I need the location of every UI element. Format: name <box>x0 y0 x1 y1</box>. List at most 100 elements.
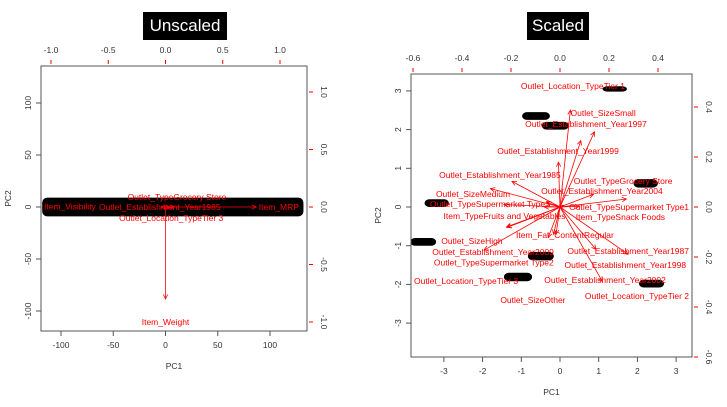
y-tick-label: 3 <box>393 88 403 93</box>
loading-arrow <box>559 198 627 208</box>
arrow-head <box>160 204 166 210</box>
arrow-head <box>597 276 603 283</box>
loading-label: Outlet_SizeOther <box>500 295 565 305</box>
right-tick-label: -0.2 <box>704 250 714 265</box>
arrow-head <box>588 193 595 199</box>
arrow-head <box>567 109 573 116</box>
x-tick-label: 3 <box>674 366 679 376</box>
loading-arrow <box>555 206 561 235</box>
loading-arrow <box>483 206 561 251</box>
loading-label: Outlet_Establishment_Year1999 <box>497 146 619 156</box>
top-tick-label: 0.0 <box>554 53 566 63</box>
right-tick-label: -0.5 <box>319 257 329 272</box>
x-tick-label: -100 <box>52 340 69 350</box>
loading-label: Outlet_TypeGrocery Store <box>128 192 227 202</box>
loading-label: Outlet_SizeSmall <box>571 108 636 118</box>
top-tick-label: 0.5 <box>217 45 229 55</box>
x-tick-label: 50 <box>213 340 223 350</box>
loading-label: Item_MRP <box>259 202 299 212</box>
right-tick-label: 1.0 <box>319 86 329 98</box>
loading-arrow <box>559 206 629 255</box>
x-tick-label: 0 <box>163 340 168 350</box>
loading-labels: Item_MRP Item_Weight Outlet_Establishment_… <box>44 192 299 327</box>
point-cluster <box>638 279 665 288</box>
arrow-head <box>543 204 549 210</box>
x-tick-label: -2 <box>479 366 487 376</box>
y-tick-label: 50 <box>23 150 33 160</box>
right-tick-label: -1.0 <box>319 315 329 330</box>
loading-label: Outlet_Establishment_Year2004 <box>541 186 663 196</box>
y-tick-label: -1 <box>393 242 403 250</box>
right-tick-label: 0.0 <box>319 201 329 213</box>
loading-arrow <box>511 181 561 208</box>
point-cluster <box>411 237 437 246</box>
loading-label: Item_TypeSnack Foods <box>576 212 665 222</box>
point-cluster <box>541 121 569 130</box>
loading-arrow <box>559 206 603 282</box>
y-axis-label: PC2 <box>3 190 13 207</box>
points <box>411 86 665 288</box>
arrow-head <box>621 197 628 203</box>
loading-label: Item_Weight <box>142 317 190 327</box>
y-tick-label: -3 <box>393 319 403 327</box>
top-tick-label: -0.5 <box>101 45 116 55</box>
x-tick-label: -1 <box>518 366 526 376</box>
loading-arrow <box>546 201 561 208</box>
right-tick-label: -0.4 <box>704 300 714 315</box>
loading-label: Outlet_Establishment_Year1985 <box>439 170 561 180</box>
arrow-head <box>251 204 258 210</box>
arrow-head <box>489 187 496 193</box>
unscaled-title: Unscaled <box>143 12 227 40</box>
arrow-head <box>577 139 582 146</box>
point-cluster <box>602 86 627 92</box>
loading-labels: Outlet_Location_TypeTier 1 Outlet_SizeSma… <box>414 81 689 305</box>
y-tick-label: -100 <box>23 302 33 319</box>
y-axis-label: PC2 <box>373 207 383 224</box>
loading-label: Outlet_Establishment_Year1985 <box>99 202 221 212</box>
loading-arrow <box>559 206 597 250</box>
y-tick-label: 2 <box>393 127 403 132</box>
loading-arrow <box>559 193 594 208</box>
loading-label: Outlet_TypeSupermarket Type3 <box>430 199 550 209</box>
top-tick-label: -0.4 <box>455 53 470 63</box>
arrow-head <box>169 204 176 210</box>
y-tick-label: 100 <box>23 96 33 110</box>
loading-label: Outlet_Location_TypeTier 1 <box>521 81 625 91</box>
top-tick-label: -0.6 <box>406 53 421 63</box>
loading-label: Item_TypeFruits and Vegetables <box>444 211 566 221</box>
loading-label: Outlet_Location_TypeTier 3 <box>414 276 518 286</box>
loading-label: Outlet_TypeSupermarket Type2 <box>434 258 554 268</box>
loading-arrow <box>547 206 561 238</box>
arrow-head <box>162 294 169 300</box>
loading-arrow <box>559 110 571 208</box>
biplot-panel-unscaled: Item_MRP Item_Weight Outlet_Establishment_… <box>3 45 329 371</box>
plot-frame <box>410 73 693 358</box>
loading-label: Item_Fat_ContentRegular <box>516 230 614 240</box>
point-cluster <box>522 112 550 120</box>
top-tick-label: -1.0 <box>44 45 59 55</box>
loading-label: Item_Visibility <box>44 201 97 211</box>
loading-label: Outlet_Location_TypeTier 3 <box>119 213 223 223</box>
loading-label: Outlet_Establishment_Year1998 <box>564 260 686 270</box>
x-axis-label: PC1 <box>166 361 183 371</box>
point-cluster <box>503 272 533 282</box>
arrow-head <box>623 249 629 255</box>
top-tick-label: 0.2 <box>603 53 615 63</box>
y-tick-label: -50 <box>23 253 33 266</box>
x-tick-label: -50 <box>107 340 120 350</box>
loading-label: Outlet_Establishment_Year2002 <box>544 275 666 285</box>
arrow-head <box>503 202 509 208</box>
arrow-head <box>554 229 560 236</box>
top-tick-label: 0.0 <box>160 45 172 55</box>
y-tick-label: 0 <box>23 204 33 209</box>
right-tick-label: 0.2 <box>704 151 714 163</box>
biplot-panel-scaled: Outlet_Location_TypeTier 1 Outlet_SizeSma… <box>373 53 714 397</box>
scaled-title: Scaled <box>527 12 589 40</box>
loadings <box>160 204 258 300</box>
x-axis-label: PC1 <box>543 387 560 397</box>
right-tick-label: 0.0 <box>704 201 714 213</box>
loadings <box>483 109 629 283</box>
arrow-head <box>483 245 489 251</box>
loading-label: Outlet_Establishment_Year2009 <box>432 247 554 257</box>
